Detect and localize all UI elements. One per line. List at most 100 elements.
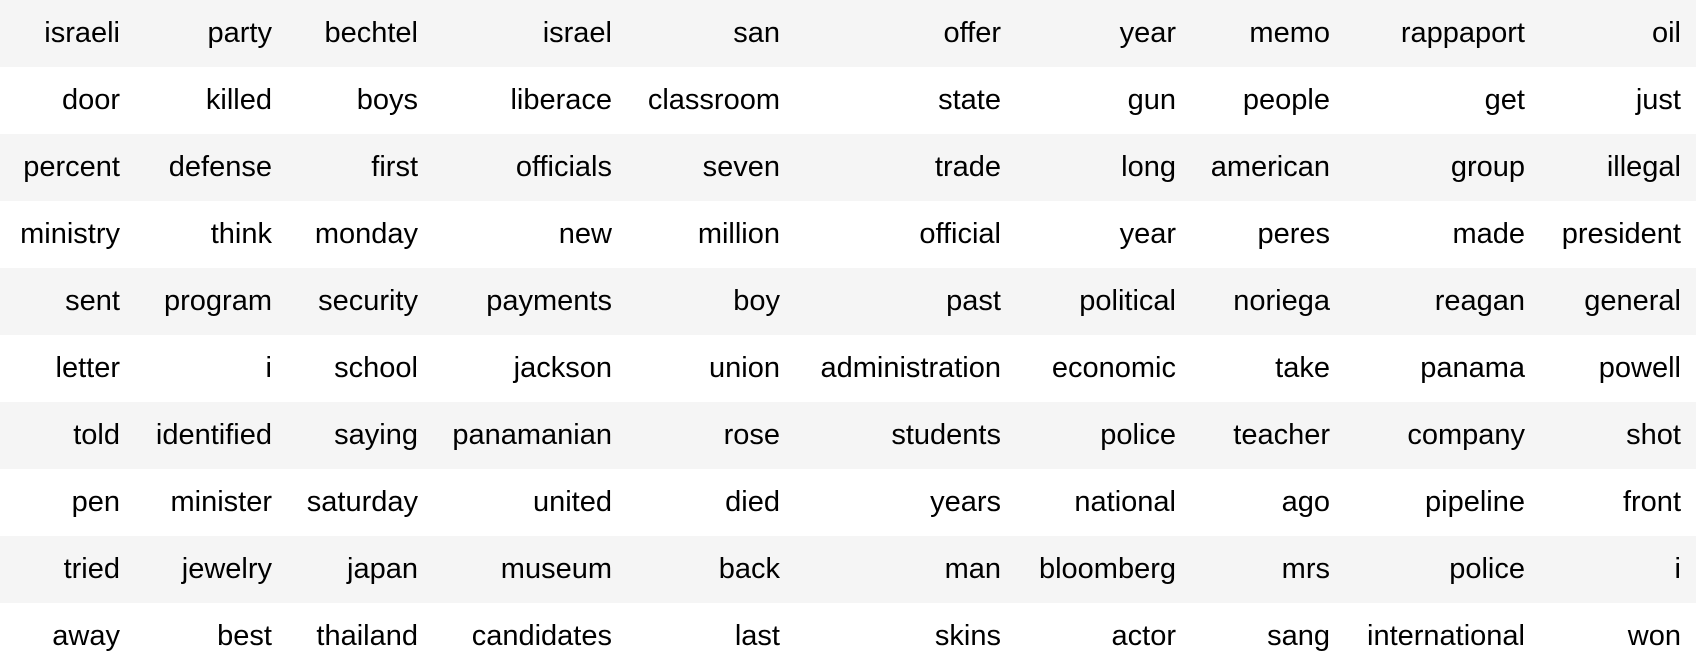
table-cell: thailand xyxy=(287,603,433,670)
table-cell: classroom xyxy=(627,67,795,134)
table-cell: boy xyxy=(627,268,795,335)
table-cell: illegal xyxy=(1540,134,1696,201)
table-cell: year xyxy=(1016,0,1191,67)
table-cell: group xyxy=(1345,134,1540,201)
table-cell: memo xyxy=(1191,0,1345,67)
table-cell: american xyxy=(1191,134,1345,201)
table-cell: get xyxy=(1345,67,1540,134)
table-cell: identified xyxy=(135,402,287,469)
table-cell: actor xyxy=(1016,603,1191,670)
table-cell: officials xyxy=(433,134,627,201)
table-cell: think xyxy=(135,201,287,268)
table-cell: bechtel xyxy=(287,0,433,67)
table-cell: just xyxy=(1540,67,1696,134)
table-cell: security xyxy=(287,268,433,335)
table-cell: police xyxy=(1345,536,1540,603)
table-cell: million xyxy=(627,201,795,268)
table-cell: program xyxy=(135,268,287,335)
table-cell: union xyxy=(627,335,795,402)
table-cell: pipeline xyxy=(1345,469,1540,536)
table-cell: party xyxy=(135,0,287,67)
table-cell: payments xyxy=(433,268,627,335)
table-cell: away xyxy=(0,603,135,670)
table-cell: peres xyxy=(1191,201,1345,268)
table-cell: state xyxy=(795,67,1016,134)
table-cell: political xyxy=(1016,268,1191,335)
table-cell: people xyxy=(1191,67,1345,134)
table-cell: official xyxy=(795,201,1016,268)
table-cell: new xyxy=(433,201,627,268)
table-row: tried jewelry japan museum back man bloomberg m… xyxy=(0,536,1696,603)
table-row: ministry think monday new million official yea… xyxy=(0,201,1696,268)
table-cell: defense xyxy=(135,134,287,201)
table-cell: candidates xyxy=(433,603,627,670)
table-cell: boys xyxy=(287,67,433,134)
table-cell: oil xyxy=(1540,0,1696,67)
table-cell: minister xyxy=(135,469,287,536)
table-cell: jewelry xyxy=(135,536,287,603)
table-cell: saying xyxy=(287,402,433,469)
table-cell: i xyxy=(135,335,287,402)
table-cell: percent xyxy=(0,134,135,201)
table-cell: reagan xyxy=(1345,268,1540,335)
table-cell: told xyxy=(0,402,135,469)
table-cell: i xyxy=(1540,536,1696,603)
table-cell: powell xyxy=(1540,335,1696,402)
table-cell: company xyxy=(1345,402,1540,469)
table-row: letter i school jackson union administration e… xyxy=(0,335,1696,402)
table-row: israeli party bechtel israel san offer year mem… xyxy=(0,0,1696,67)
table-cell: seven xyxy=(627,134,795,201)
table-row: door killed boys liberace classroom state gun p… xyxy=(0,67,1696,134)
table-cell: back xyxy=(627,536,795,603)
table-cell: international xyxy=(1345,603,1540,670)
table-cell: died xyxy=(627,469,795,536)
table-cell: police xyxy=(1016,402,1191,469)
table-cell: killed xyxy=(135,67,287,134)
table-cell: noriega xyxy=(1191,268,1345,335)
table-cell: rose xyxy=(627,402,795,469)
table-cell: made xyxy=(1345,201,1540,268)
table-cell: economic xyxy=(1016,335,1191,402)
table-cell: national xyxy=(1016,469,1191,536)
table-cell: administration xyxy=(795,335,1016,402)
table-cell: united xyxy=(433,469,627,536)
table-cell: saturday xyxy=(287,469,433,536)
table-cell: year xyxy=(1016,201,1191,268)
table-cell: japan xyxy=(287,536,433,603)
table-cell: israel xyxy=(433,0,627,67)
table-cell: front xyxy=(1540,469,1696,536)
table-cell: general xyxy=(1540,268,1696,335)
table-cell: sent xyxy=(0,268,135,335)
table-cell: san xyxy=(627,0,795,67)
table-cell: teacher xyxy=(1191,402,1345,469)
table-cell: won xyxy=(1540,603,1696,670)
table-cell: long xyxy=(1016,134,1191,201)
table-cell: skins xyxy=(795,603,1016,670)
table-cell: shot xyxy=(1540,402,1696,469)
table-cell: letter xyxy=(0,335,135,402)
table-row: pen minister saturday united died years nation… xyxy=(0,469,1696,536)
table-cell: door xyxy=(0,67,135,134)
table-cell: best xyxy=(135,603,287,670)
table-cell: bloomberg xyxy=(1016,536,1191,603)
table-row: sent program security payments boy past politi… xyxy=(0,268,1696,335)
table-cell: years xyxy=(795,469,1016,536)
table-cell: panama xyxy=(1345,335,1540,402)
table-cell: liberace xyxy=(433,67,627,134)
table-cell: israeli xyxy=(0,0,135,67)
table-cell: president xyxy=(1540,201,1696,268)
table-cell: monday xyxy=(287,201,433,268)
table-cell: students xyxy=(795,402,1016,469)
table-row: percent defense first officials seven trade lo… xyxy=(0,134,1696,201)
table-cell: sang xyxy=(1191,603,1345,670)
table-cell: take xyxy=(1191,335,1345,402)
table-cell: gun xyxy=(1016,67,1191,134)
table-cell: panamanian xyxy=(433,402,627,469)
table-cell: tried xyxy=(0,536,135,603)
table-cell: offer xyxy=(795,0,1016,67)
table-cell: past xyxy=(795,268,1016,335)
table-cell: jackson xyxy=(433,335,627,402)
table-cell: man xyxy=(795,536,1016,603)
table-cell: first xyxy=(287,134,433,201)
